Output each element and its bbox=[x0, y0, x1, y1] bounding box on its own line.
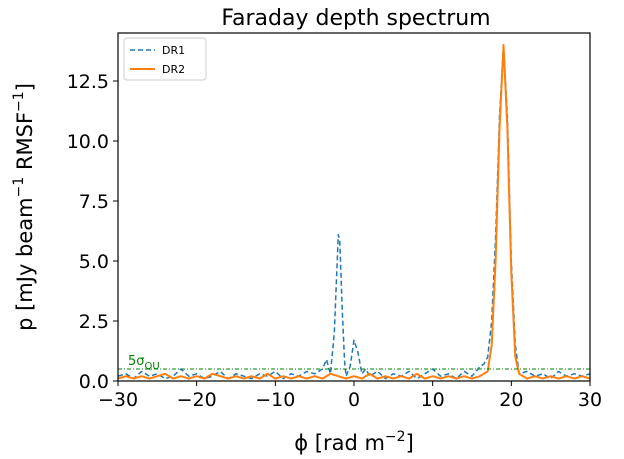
chart-title: Faraday depth spectrum bbox=[221, 6, 490, 31]
x-tick-label: −10 bbox=[255, 389, 295, 411]
legend-label-dr2: DR2 bbox=[162, 63, 185, 76]
x-tick-label: 0 bbox=[348, 389, 360, 411]
y-tick-label: 5.0 bbox=[79, 251, 109, 273]
legend-label-dr1: DR1 bbox=[162, 44, 185, 57]
series-line-dr1 bbox=[118, 44, 590, 380]
ticks-layer: −30 −20 −10 0 10 20 30 0.0 2.5 5.0 7.5 10.0 12.5 bbox=[67, 71, 602, 411]
threshold-label: 5σQU bbox=[128, 354, 160, 372]
x-axis-label: ϕ [rad m−2] bbox=[294, 429, 414, 455]
y-tick-label: 0.0 bbox=[79, 371, 109, 393]
x-tick-label: 10 bbox=[421, 389, 445, 411]
y-axis-label: p [mJy beam−1 RMSF−1] bbox=[11, 83, 37, 331]
y-tick-label: 10.0 bbox=[67, 131, 109, 153]
y-tick-label: 12.5 bbox=[67, 71, 109, 93]
x-tick-label: 20 bbox=[499, 389, 523, 411]
y-tick-label: 7.5 bbox=[79, 191, 109, 213]
x-tick-label: −20 bbox=[177, 389, 217, 411]
y-tick-label: 2.5 bbox=[79, 311, 109, 333]
threshold-label-main: 5σ bbox=[128, 354, 145, 369]
series-line-dr2 bbox=[118, 44, 590, 380]
x-tick-label: 30 bbox=[578, 389, 602, 411]
legend: DR1 DR2 bbox=[123, 37, 207, 81]
threshold-label-sub: QU bbox=[145, 361, 160, 372]
x-tick-label: −30 bbox=[98, 389, 138, 411]
series-layer bbox=[118, 44, 590, 380]
plot-frame bbox=[117, 32, 591, 382]
